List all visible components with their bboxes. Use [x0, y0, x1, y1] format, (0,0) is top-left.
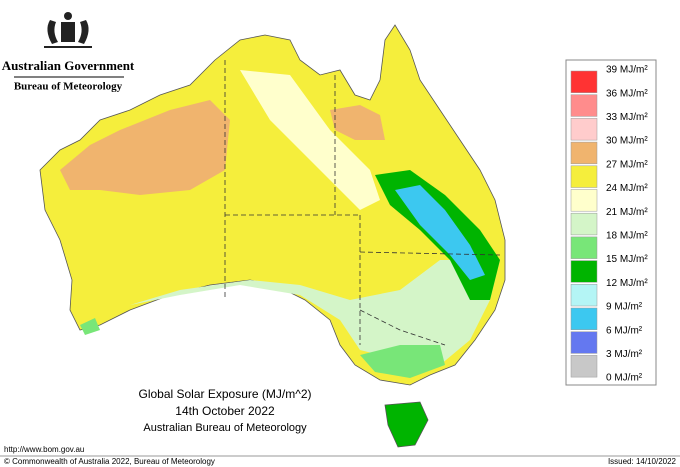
footer-copyright: © Commonwealth of Australia 2022, Bureau… — [4, 457, 215, 466]
state-borders — [224, 60, 501, 346]
legend-label: 18 MJ/m² — [606, 231, 648, 242]
vic-green — [360, 345, 445, 378]
shield — [61, 22, 75, 42]
legend-swatch — [570, 331, 598, 354]
legend-swatch — [570, 284, 598, 307]
east-blue — [395, 185, 485, 280]
legend-swatch — [570, 355, 598, 378]
map-title: Global Solar Exposure (MJ/m^2) — [138, 387, 311, 401]
legend-label: 36 MJ/m² — [606, 88, 648, 99]
legend-label: 33 MJ/m² — [606, 112, 648, 123]
legend-label: 15 MJ/m² — [606, 254, 648, 265]
nsw-vic-border — [359, 309, 446, 346]
legend-swatch — [570, 212, 598, 236]
legend-swatch — [570, 236, 598, 259]
legend-label: 12 MJ/m² — [606, 278, 648, 289]
orange-north — [330, 105, 385, 140]
legend: 39 MJ/m² 36 MJ/m² 33 MJ/m² 30 MJ/m² 27 MJ/m²… — [570, 65, 648, 384]
legend-label: 24 MJ/m² — [606, 183, 648, 194]
legend-label: 27 MJ/m² — [606, 159, 648, 170]
gov-name: Australian Government — [2, 58, 135, 73]
scroll — [44, 46, 92, 48]
sw-green — [80, 318, 100, 335]
tasmania — [384, 401, 429, 448]
pale-band — [240, 70, 380, 210]
legend-swatch — [570, 141, 598, 165]
australia-map — [39, 24, 506, 448]
south-green — [80, 260, 500, 365]
legend-label: 0 MJ/m² — [606, 373, 643, 384]
legend-label: 39 MJ/m² — [606, 65, 648, 76]
map-date: 14th October 2022 — [175, 404, 275, 418]
legend-swatch — [570, 118, 598, 141]
legend-label: 21 MJ/m² — [606, 207, 648, 218]
legend-swatch — [570, 94, 598, 117]
legend-swatch — [570, 70, 598, 93]
legend-label: 30 MJ/m² — [606, 136, 648, 147]
coat-of-arms — [44, 12, 92, 48]
legend-swatch — [570, 189, 598, 212]
qld-nsw-border — [359, 251, 501, 256]
agency-name: Bureau of Meteorology — [14, 81, 123, 93]
crest — [64, 12, 72, 20]
legend-label: 6 MJ/m² — [606, 325, 643, 336]
legend-label: 9 MJ/m² — [606, 302, 643, 313]
legend-swatch — [570, 165, 598, 188]
orange-west — [60, 100, 230, 195]
supporters — [47, 20, 89, 44]
footer-url: http://www.bom.gov.au — [4, 445, 84, 454]
map-credit: Australian Bureau of Meteorology — [143, 422, 307, 434]
footer-issued: Issued: 14/10/2022 — [608, 457, 677, 466]
legend-label: 3 MJ/m² — [606, 349, 643, 360]
legend-swatch — [570, 260, 598, 283]
legend-swatch — [570, 307, 598, 330]
